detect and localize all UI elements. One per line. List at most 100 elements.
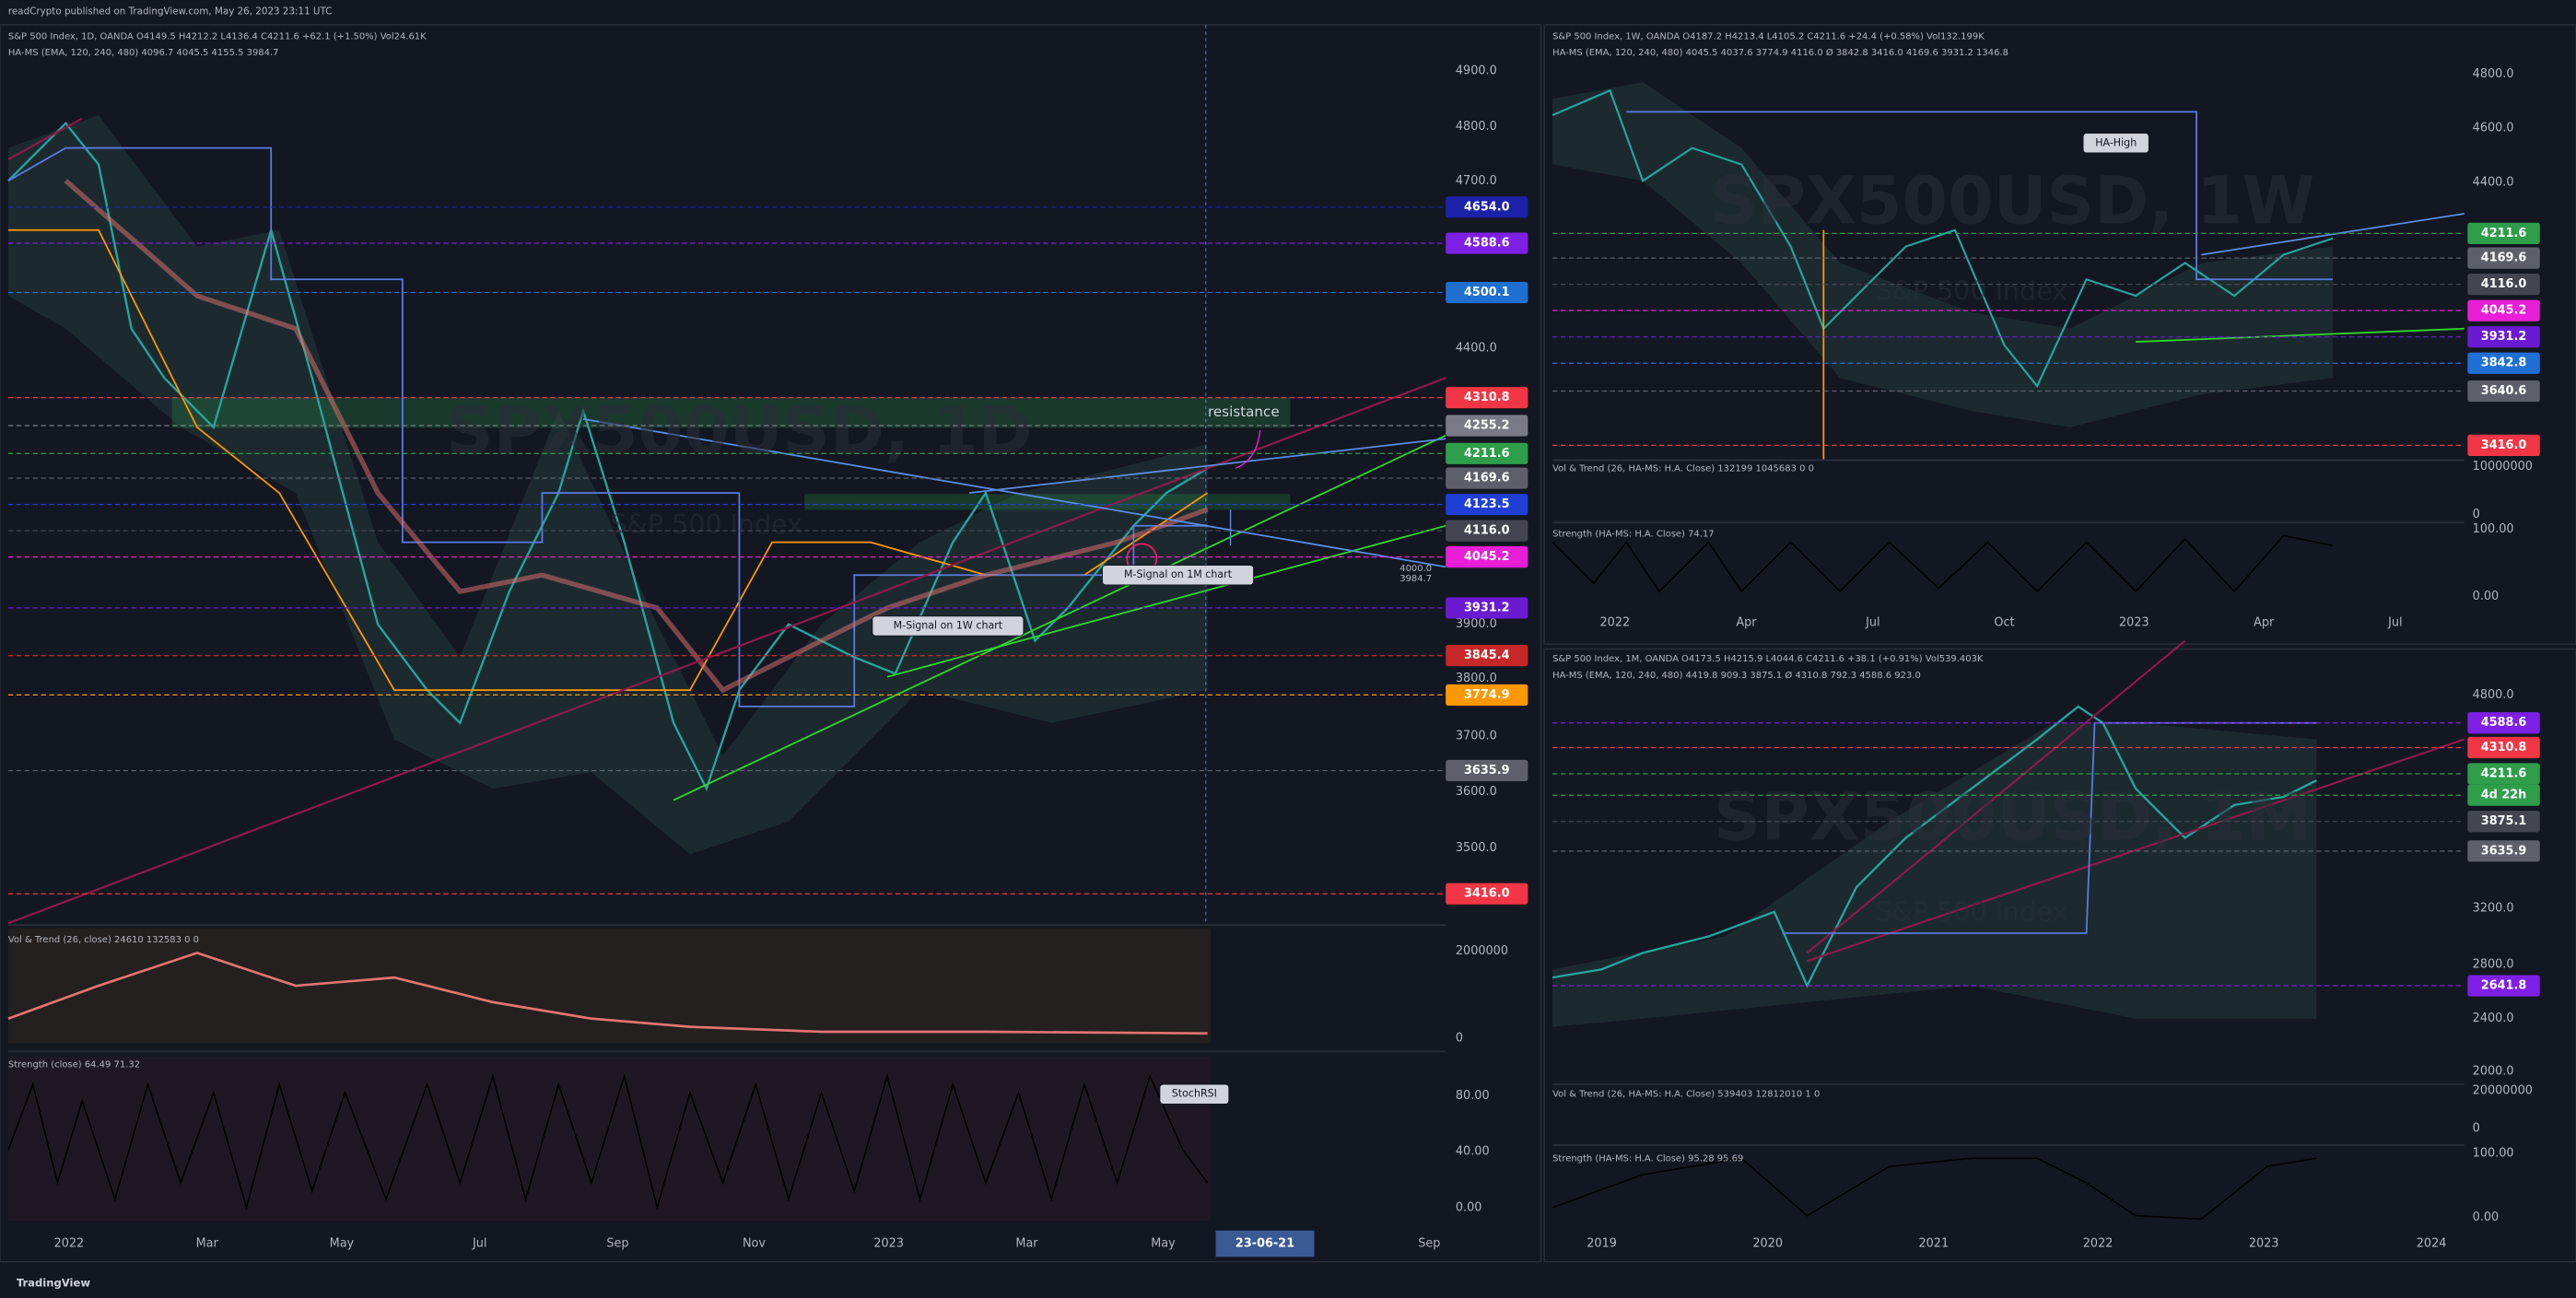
price-badge-label: 4255.2 <box>1464 418 1510 432</box>
time-tick-label: Apr <box>1736 615 1757 629</box>
price-tick-label: 2800.0 <box>2473 957 2514 971</box>
annotation: StochRSI <box>1172 1088 1217 1100</box>
time-tick-label: Sep <box>1418 1237 1440 1251</box>
annotation: M-Signal on 1W chart <box>894 620 1003 632</box>
price-badge <box>2467 326 2540 348</box>
watermark-subtitle: S&P 500 Index <box>610 509 802 540</box>
price-badge-label: 3845.4 <box>1464 649 1510 662</box>
price-badge-label: 4211.6 <box>2481 767 2527 781</box>
legend-line: HA-MS (EMA, 120, 240, 480) 4096.7 4045.5… <box>8 48 279 58</box>
cloud <box>1552 722 2317 1027</box>
price-badge-label: 4654.0 <box>1464 200 1510 214</box>
price-badge-label: 3416.0 <box>1464 887 1510 901</box>
price-badge-label: 4588.6 <box>1464 237 1510 251</box>
price-badge-label: 4169.6 <box>1464 472 1510 485</box>
price-tick-label: 2400.0 <box>2473 1012 2514 1025</box>
price-badge-label: 4500.1 <box>1464 286 1510 299</box>
legend-line: S&P 500 Index, 1D, OANDA O4149.5 H4212.2… <box>8 31 427 41</box>
price-badge-label: 3635.9 <box>1464 764 1510 778</box>
legend-line: HA-MS (EMA, 120, 240, 480) 4419.8 909.3 … <box>1552 670 1921 681</box>
price-tick-label: 3700.0 <box>1456 730 1497 743</box>
price-badge <box>1446 684 1528 707</box>
footer-brand: TradingView <box>17 1276 91 1289</box>
trend-line <box>1806 639 2186 954</box>
pane-legend: Strength (close) 64.49 71.32 <box>8 1060 140 1070</box>
decor-left <box>7 24 1446 1222</box>
price-tick-label: 4600.0 <box>2473 122 2514 135</box>
watermark: SPX500USD, 1W <box>1710 163 2314 240</box>
pane-tick-label: 100.00 <box>2473 522 2514 536</box>
price-badge-label: 4116.0 <box>1464 524 1510 538</box>
price-badge <box>1446 196 1528 218</box>
watermark: SPX500USD, 1M <box>1714 778 2311 855</box>
arrow <box>1235 430 1261 470</box>
pane-tick-label: 10000000 <box>2473 460 2533 474</box>
price-badge <box>2467 380 2540 403</box>
pane-tick-label: 80.00 <box>1456 1089 1490 1103</box>
annotation-box <box>1159 1083 1230 1105</box>
hams-line <box>7 146 1208 707</box>
price-badge-label: 4123.5 <box>1464 497 1510 511</box>
time-tick-label: 2023 <box>873 1237 904 1251</box>
trend-line <box>7 377 1446 925</box>
price-badge <box>2467 763 2540 785</box>
price-badge-label: 4588.6 <box>2481 716 2527 730</box>
volume-bg <box>7 928 1212 1044</box>
price-badge <box>1446 493 1528 516</box>
trend-line <box>7 117 83 161</box>
strength-line <box>1551 1157 2317 1221</box>
price-badge-label: 4169.6 <box>2481 251 2527 265</box>
price-line <box>1551 705 2317 988</box>
price-badge-label: 3640.6 <box>2481 384 2527 398</box>
time-tick-label: Sep <box>606 1237 628 1251</box>
price-tick-label: 4800.0 <box>2473 67 2514 81</box>
price-badge <box>1446 546 1528 568</box>
pane-tick-label: 0 <box>2473 1122 2480 1136</box>
watermark-subtitle: S&P 500 Index <box>1875 897 2067 928</box>
strength-bg <box>7 1056 1212 1222</box>
price-badge-label: 3774.9 <box>1464 688 1510 702</box>
pane-tick-label: 2000000 <box>1456 944 1508 958</box>
price-badge <box>1446 759 1528 782</box>
time-tick-label: 2022 <box>54 1237 85 1251</box>
time-tick-label: Oct <box>1994 615 2014 629</box>
trend-line <box>1807 738 2465 963</box>
time-tick-label: 2022 <box>2083 1237 2113 1251</box>
trend-line <box>968 438 1446 494</box>
price-badge <box>1446 883 1528 905</box>
price-badge-label: 2641.8 <box>2481 979 2527 993</box>
price-badge <box>1446 520 1528 542</box>
pane-legend: Strength (HA-MS: H.A. Close) 95.28 95.69 <box>1552 1153 1743 1164</box>
panel-frame <box>1543 648 2576 1263</box>
price-badge <box>2467 352 2540 374</box>
price-badge-label: 4d 22h <box>2481 789 2527 802</box>
legend-line: S&P 500 Index, 1M, OANDA O4173.5 H4215.9… <box>1552 654 1984 664</box>
annotation-box <box>2082 133 2149 154</box>
trend-line <box>582 417 1446 568</box>
price-badge <box>1446 467 1528 489</box>
time-tick-label: 2023 <box>2249 1237 2279 1251</box>
price-badge-label: 3842.8 <box>2481 357 2527 370</box>
price-tick-label: 3500.0 <box>1456 841 1497 855</box>
price-badge <box>2467 434 2540 456</box>
pane-tick-label: 20000000 <box>2473 1084 2533 1098</box>
price-badge <box>2467 222 2540 244</box>
price-tick-label: 4800.0 <box>2473 688 2514 702</box>
annotation-box <box>1102 565 1254 586</box>
price-tick-label: 3200.0 <box>2473 902 2514 916</box>
pane-tick-label: 0 <box>1456 1032 1463 1046</box>
time-tick-label: Jul <box>1865 615 1879 629</box>
time-tick-label: 2020 <box>1752 1237 1783 1251</box>
annotation: resistance <box>1208 403 1280 420</box>
cursor-date: 23-06-21 <box>1235 1237 1294 1251</box>
price-badge <box>2467 840 2540 862</box>
cursor-date-badge <box>1215 1230 1315 1257</box>
price-tick-label: 4400.0 <box>2473 176 2514 190</box>
legend-line: S&P 500 Index, 1W, OANDA O4187.2 H4213.4… <box>1552 31 1985 41</box>
resistance-zone <box>171 397 1291 428</box>
price-tick-label: 3900.0 <box>1456 617 1497 631</box>
annotation: 4000.0 <box>1399 564 1432 574</box>
price-tick-label: 3800.0 <box>1456 672 1497 685</box>
time-tick-label: Mar <box>196 1237 219 1251</box>
